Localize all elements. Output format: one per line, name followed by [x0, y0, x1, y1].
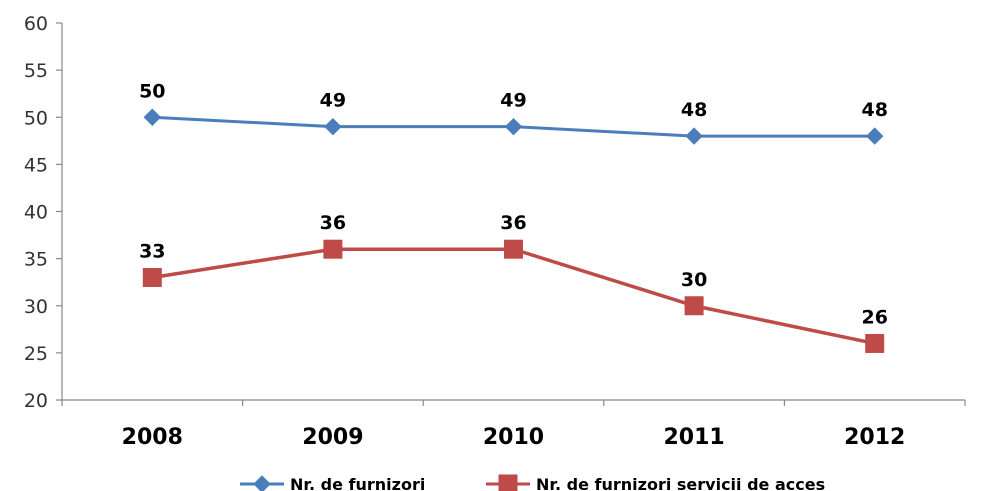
data-point	[143, 108, 162, 126]
legend: Nr. de furnizori Nr. de furnizori servici…	[240, 474, 825, 491]
data-point	[685, 127, 703, 145]
legend-item-1: Nr. de furnizori	[240, 475, 425, 491]
y-tick-label: 50	[24, 107, 48, 129]
data-label: 30	[681, 269, 707, 291]
y-tick-label: 35	[24, 249, 48, 271]
x-axis-ticks: 2008 2009 2010 2011 2012	[61, 400, 966, 450]
y-tick-label: 20	[24, 390, 48, 412]
data-label: 48	[681, 99, 707, 121]
y-tick-label: 30	[24, 296, 48, 318]
series-line	[152, 247, 876, 346]
data-point	[865, 333, 885, 353]
legend-marker	[498, 474, 518, 491]
x-tick-label: 2010	[483, 425, 544, 450]
data-point	[865, 127, 884, 145]
data-point	[324, 117, 342, 136]
y-tick-label: 40	[24, 202, 48, 224]
y-axis-ticks: 20 25 30 35 40 45 50 55 60	[24, 13, 62, 412]
data-label: 36	[320, 212, 346, 234]
series-1: 50 49 49 48 48	[139, 80, 888, 145]
data-point	[504, 239, 523, 259]
data-label: 49	[500, 90, 526, 112]
data-point	[142, 267, 162, 287]
series-2: 33 36 36 30 26	[139, 212, 888, 353]
y-tick-label: 45	[24, 154, 48, 176]
y-tick-label: 60	[24, 13, 48, 35]
data-point	[323, 239, 343, 259]
y-tick-label: 25	[24, 343, 48, 365]
data-label: 48	[861, 99, 887, 121]
series-group: 50 49 49 48 48 33 36 36 30 26	[139, 80, 888, 353]
x-tick-label: 2012	[844, 425, 905, 450]
data-label: 33	[139, 240, 165, 262]
data-label: 50	[139, 80, 165, 102]
data-point	[504, 117, 523, 136]
data-label: 26	[861, 306, 887, 328]
x-tick-label: 2008	[122, 425, 183, 450]
legend-label: Nr. de furnizori	[290, 475, 425, 491]
x-tick-label: 2009	[302, 425, 363, 450]
data-label: 36	[500, 212, 526, 234]
legend-marker	[253, 475, 271, 491]
x-tick-label: 2011	[663, 425, 724, 450]
data-point	[684, 296, 704, 316]
legend-label: Nr. de furnizori servicii de acces	[536, 475, 825, 491]
y-tick-label: 55	[24, 60, 48, 82]
data-label: 49	[320, 90, 346, 112]
legend-item-2: Nr. de furnizori servicii de acces	[486, 474, 825, 491]
